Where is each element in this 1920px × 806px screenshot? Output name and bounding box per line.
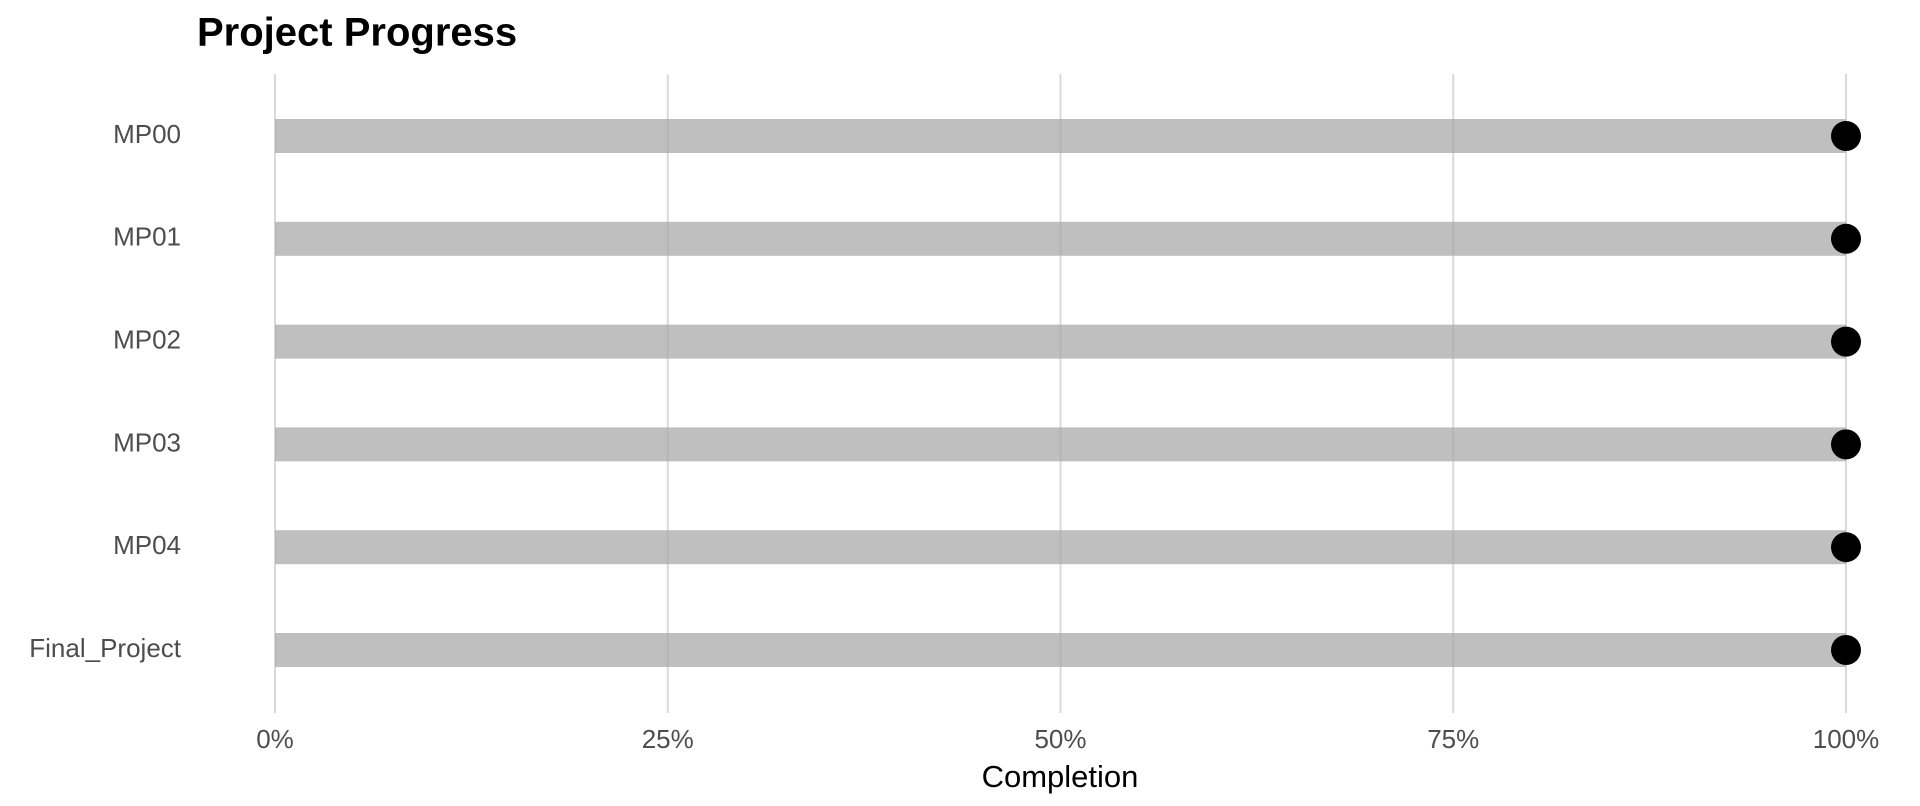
bar <box>275 633 1846 667</box>
point <box>1831 429 1861 460</box>
point <box>1831 635 1861 665</box>
point <box>1831 223 1861 254</box>
y-tick-label: MP04 <box>113 530 181 560</box>
y-tick-label: MP03 <box>113 427 181 457</box>
y-tick-label: MP02 <box>113 324 181 354</box>
bar <box>275 427 1846 462</box>
bar <box>275 221 1846 256</box>
x-tick-label: 0% <box>256 724 294 754</box>
point <box>1831 326 1861 357</box>
x-tick-label: 100% <box>1813 724 1880 754</box>
x-tick-label: 75% <box>1427 724 1479 754</box>
x-tick-label: 50% <box>1034 724 1086 754</box>
bar <box>275 324 1846 359</box>
chart-title: Project Progress <box>197 11 517 55</box>
y-tick-label: MP01 <box>113 222 181 252</box>
bar <box>275 530 1846 565</box>
point <box>1831 121 1861 151</box>
point <box>1831 532 1861 563</box>
y-tick-label: Final_Project <box>29 633 182 663</box>
bar <box>275 119 1846 153</box>
x-axis-title: Completion <box>982 759 1139 794</box>
y-tick-label: MP00 <box>113 119 181 149</box>
x-tick-label: 25% <box>642 724 694 754</box>
